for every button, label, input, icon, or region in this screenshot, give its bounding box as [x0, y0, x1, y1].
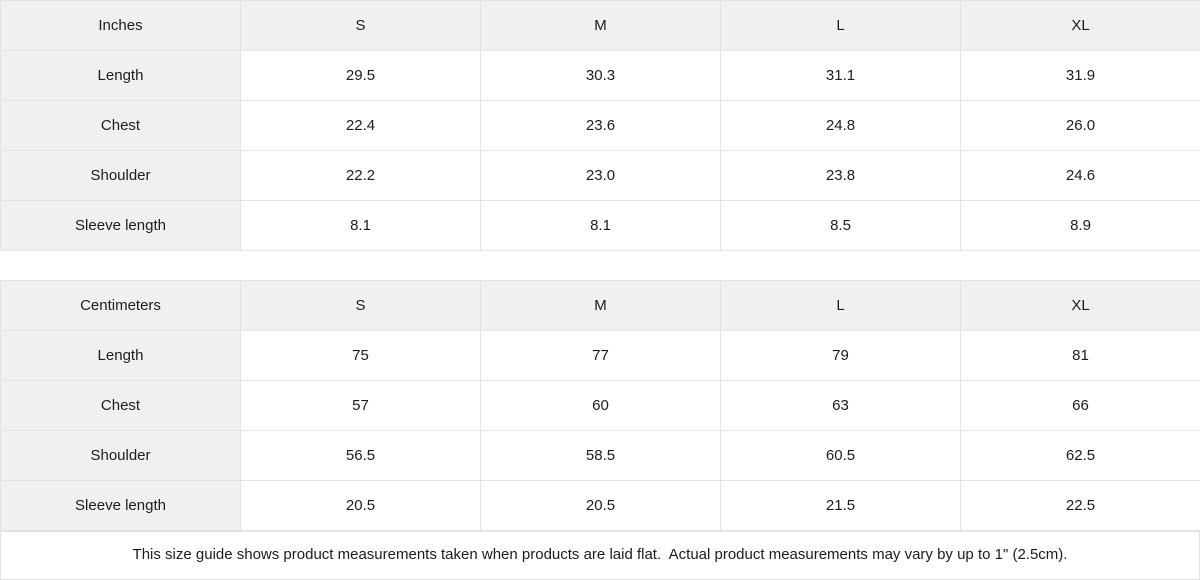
- table-header-row: Centimeters S M L XL: [0, 280, 1200, 332]
- table-row: Sleeve length 8.1 8.1 8.5 8.9: [0, 200, 1200, 251]
- cell-chest-s: 57: [240, 380, 481, 432]
- row-label-length: Length: [0, 50, 241, 101]
- column-header-l: L: [720, 280, 961, 332]
- cell-shoulder-xl: 24.6: [960, 150, 1200, 201]
- cell-shoulder-l: 60.5: [720, 430, 961, 482]
- table-row: Chest 22.4 23.6 24.8 26.0: [0, 100, 1200, 151]
- cell-chest-xl: 26.0: [960, 100, 1200, 151]
- cell-sleeve-length-xl: 22.5: [960, 480, 1200, 532]
- column-header-xl: XL: [960, 0, 1200, 51]
- row-label-chest: Chest: [0, 380, 241, 432]
- row-label-sleeve-length: Sleeve length: [0, 480, 241, 532]
- cell-chest-l: 63: [720, 380, 961, 432]
- cell-sleeve-length-s: 20.5: [240, 480, 481, 532]
- cell-length-xl: 81: [960, 330, 1200, 382]
- cell-length-m: 77: [480, 330, 721, 382]
- table-row: Length 29.5 30.3 31.1 31.9: [0, 50, 1200, 101]
- cell-sleeve-length-xl: 8.9: [960, 200, 1200, 251]
- cell-length-m: 30.3: [480, 50, 721, 101]
- size-table-centimeters: Centimeters S M L XL Length 75 77 79 81 …: [0, 280, 1200, 532]
- table-row: Chest 57 60 63 66: [0, 380, 1200, 432]
- cell-chest-m: 23.6: [480, 100, 721, 151]
- table-row: Shoulder 56.5 58.5 60.5 62.5: [0, 430, 1200, 482]
- cell-length-xl: 31.9: [960, 50, 1200, 101]
- cell-sleeve-length-m: 8.1: [480, 200, 721, 251]
- cell-length-l: 31.1: [720, 50, 961, 101]
- row-label-chest: Chest: [0, 100, 241, 151]
- cell-sleeve-length-m: 20.5: [480, 480, 721, 532]
- cell-sleeve-length-l: 8.5: [720, 200, 961, 251]
- row-label-shoulder: Shoulder: [0, 150, 241, 201]
- cell-length-s: 29.5: [240, 50, 481, 101]
- table-row: Shoulder 22.2 23.0 23.8 24.6: [0, 150, 1200, 201]
- column-header-s: S: [240, 0, 481, 51]
- table-row: Length 75 77 79 81: [0, 330, 1200, 382]
- cell-length-l: 79: [720, 330, 961, 382]
- cell-chest-l: 24.8: [720, 100, 961, 151]
- size-table-inches: Inches S M L XL Length 29.5 30.3 31.1 31…: [0, 0, 1200, 251]
- table-row: Sleeve length 20.5 20.5 21.5 22.5: [0, 480, 1200, 532]
- row-label-length: Length: [0, 330, 241, 382]
- column-header-m: M: [480, 280, 721, 332]
- cell-shoulder-xl: 62.5: [960, 430, 1200, 482]
- column-header-l: L: [720, 0, 961, 51]
- cell-sleeve-length-s: 8.1: [240, 200, 481, 251]
- cell-sleeve-length-l: 21.5: [720, 480, 961, 532]
- row-label-shoulder: Shoulder: [0, 430, 241, 482]
- column-header-m: M: [480, 0, 721, 51]
- cell-length-s: 75: [240, 330, 481, 382]
- cell-shoulder-s: 56.5: [240, 430, 481, 482]
- cell-shoulder-m: 58.5: [480, 430, 721, 482]
- cell-shoulder-s: 22.2: [240, 150, 481, 201]
- cell-shoulder-m: 23.0: [480, 150, 721, 201]
- table-header-row: Inches S M L XL: [0, 0, 1200, 51]
- size-guide-footer-note: This size guide shows product measuremen…: [0, 531, 1200, 580]
- unit-header-inches: Inches: [0, 0, 241, 51]
- unit-header-centimeters: Centimeters: [0, 280, 241, 332]
- table-spacer: [0, 251, 1200, 281]
- cell-shoulder-l: 23.8: [720, 150, 961, 201]
- cell-chest-s: 22.4: [240, 100, 481, 151]
- column-header-s: S: [240, 280, 481, 332]
- cell-chest-xl: 66: [960, 380, 1200, 432]
- column-header-xl: XL: [960, 280, 1200, 332]
- row-label-sleeve-length: Sleeve length: [0, 200, 241, 251]
- cell-chest-m: 60: [480, 380, 721, 432]
